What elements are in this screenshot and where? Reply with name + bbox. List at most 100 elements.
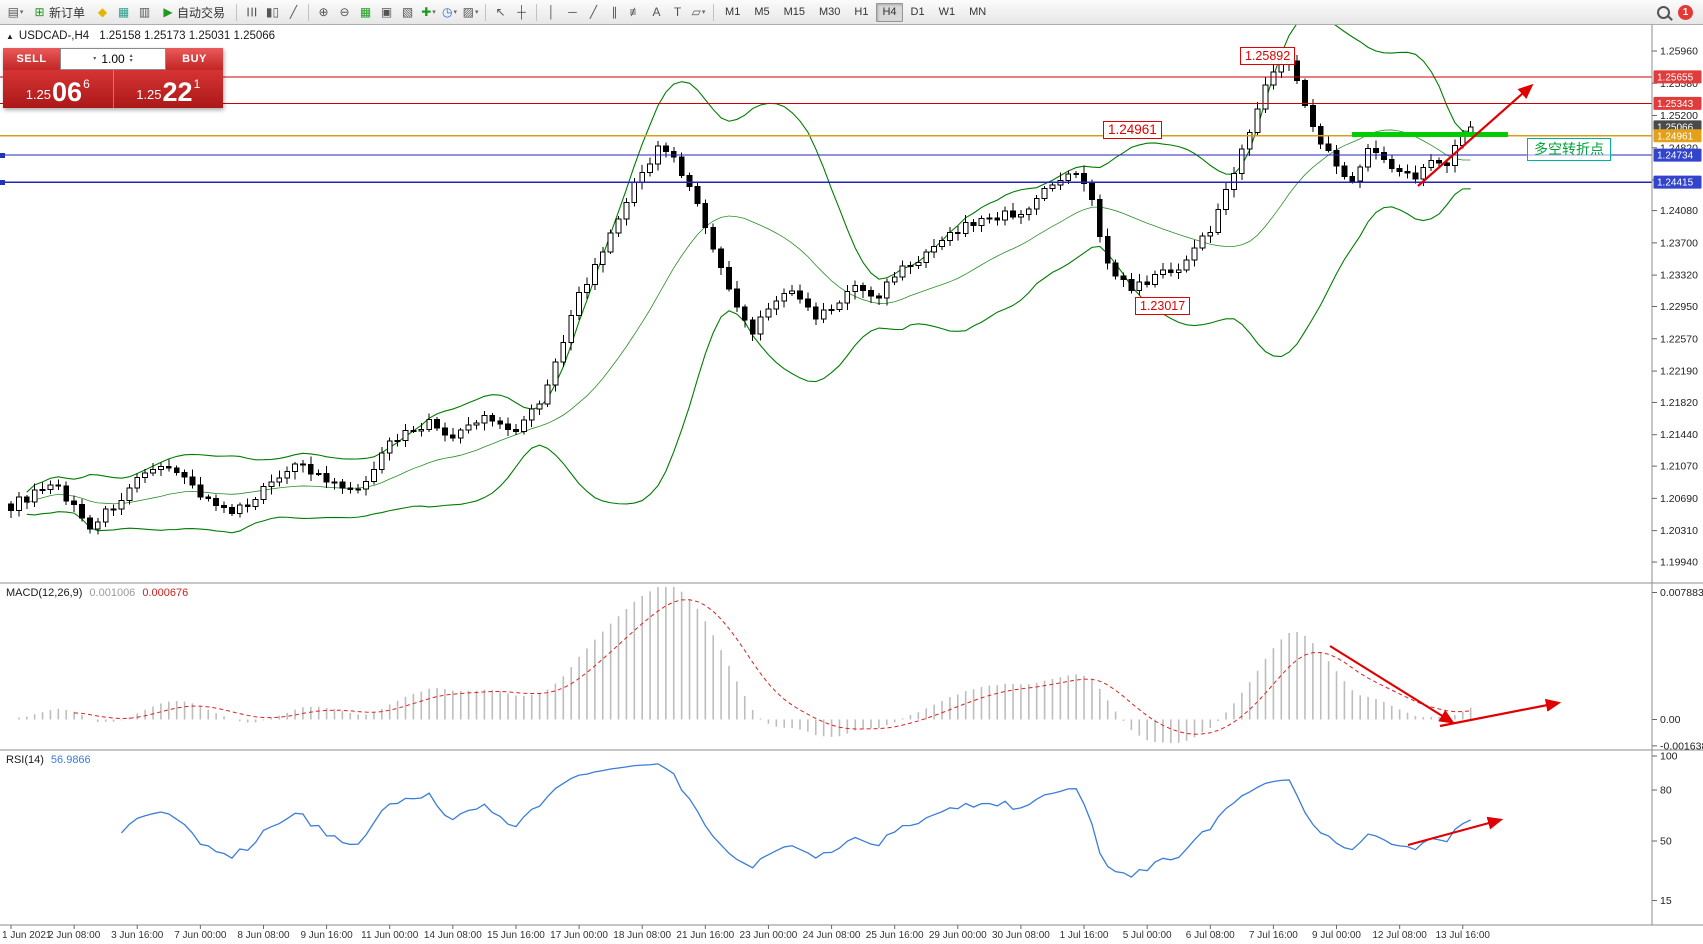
data-window-icon[interactable]: ▥ bbox=[138, 5, 151, 19]
tf-h4-active[interactable]: H4 bbox=[876, 2, 903, 22]
panel-separators bbox=[0, 25, 1703, 926]
shapes-tool-icon[interactable]: ▱ ▾ bbox=[691, 5, 706, 19]
svg-text:7 Jun 00:00: 7 Jun 00:00 bbox=[174, 930, 227, 941]
svg-text:1.24734: 1.24734 bbox=[1657, 151, 1694, 162]
svg-text:2 Jun 08:00: 2 Jun 08:00 bbox=[48, 930, 101, 941]
macd-flat-arrow bbox=[1439, 698, 1562, 728]
lot-dropdown-icon[interactable]: ▾ bbox=[93, 55, 97, 62]
svg-text:14 Jun 08:00: 14 Jun 08:00 bbox=[424, 930, 482, 941]
crosshair-icon[interactable]: ┼ bbox=[517, 5, 526, 19]
tf-m1[interactable]: M1 bbox=[725, 6, 741, 18]
sell-price-big: 06 bbox=[52, 77, 83, 107]
tf-m5[interactable]: M5 bbox=[754, 6, 770, 18]
user-drawings[interactable] bbox=[1329, 83, 1562, 847]
one-click-trading-panel: SELL ▾ 1.00 ▴ ▾ BUY 1.25 06 6 1.25 22 1 bbox=[3, 48, 223, 108]
svg-text:1.25960: 1.25960 bbox=[1660, 46, 1698, 58]
svg-text:1.22190: 1.22190 bbox=[1660, 366, 1698, 378]
svg-text:5 Jul 00:00: 5 Jul 00:00 bbox=[1123, 930, 1172, 941]
macd-header: MACD(12,26,9) 0.001006 0.000676 bbox=[6, 587, 188, 599]
tf-d1[interactable]: D1 bbox=[910, 6, 925, 18]
new-chart-icon[interactable]: ▤ ▾ bbox=[7, 5, 24, 19]
turning-point-note[interactable]: 多空转折点 bbox=[1527, 138, 1611, 161]
chevron-down-icon: ▾ bbox=[474, 9, 479, 16]
tf-mn[interactable]: MN bbox=[969, 6, 987, 18]
svg-text:30 Jun 08:00: 30 Jun 08:00 bbox=[992, 930, 1050, 941]
price-label-mid[interactable]: 1.24961 bbox=[1103, 121, 1162, 139]
macd-layer bbox=[18, 587, 1472, 744]
svg-text:1.22570: 1.22570 bbox=[1660, 333, 1698, 345]
svg-text:0.007883: 0.007883 bbox=[1660, 587, 1703, 599]
svg-text:100: 100 bbox=[1660, 751, 1678, 763]
hline-anchor-marker[interactable] bbox=[0, 180, 5, 185]
lot-spinner-icons[interactable]: ▴ ▾ bbox=[129, 53, 133, 64]
add-indicator-button[interactable]: ✚ ▾ bbox=[421, 5, 436, 19]
trade-top-row: SELL ▾ 1.00 ▴ ▾ BUY bbox=[3, 48, 223, 70]
new-order-button[interactable]: ⊞ 新订单 bbox=[27, 2, 91, 23]
buy-price[interactable]: 1.25 22 1 bbox=[114, 70, 224, 108]
line-chart-icon[interactable]: ╱ bbox=[289, 5, 298, 19]
cursor-icon[interactable]: ↖ bbox=[495, 5, 506, 19]
template-button[interactable]: ▨ ▾ bbox=[462, 5, 479, 19]
hline-anchor-marker[interactable] bbox=[0, 153, 5, 158]
svg-text:1.19940: 1.19940 bbox=[1660, 557, 1698, 569]
horizontal-line-tool-icon[interactable]: ─ bbox=[568, 5, 577, 19]
price-axis[interactable]: 1.259601.255801.252001.248201.244401.240… bbox=[1652, 46, 1703, 908]
chevron-down-icon: ▾ bbox=[19, 9, 24, 16]
tf-m15[interactable]: M15 bbox=[783, 6, 805, 18]
play-icon: ▶ bbox=[163, 5, 173, 19]
price-label-high[interactable]: 1.25892 bbox=[1240, 47, 1296, 65]
lot-size-input[interactable]: ▾ 1.00 ▴ ▾ bbox=[60, 48, 166, 70]
vertical-line-tool-icon[interactable]: │ bbox=[547, 5, 556, 19]
toolbar-separator bbox=[536, 3, 538, 21]
tf-h1[interactable]: H1 bbox=[854, 6, 869, 18]
svg-text:1.21820: 1.21820 bbox=[1660, 397, 1698, 409]
new-order-icon: ⊞ bbox=[34, 5, 45, 19]
timeframe-clock-button[interactable]: ◷ ▾ bbox=[442, 5, 458, 19]
cascade-windows-icon[interactable]: ▧ bbox=[401, 5, 414, 19]
svg-text:17 Jun 00:00: 17 Jun 00:00 bbox=[550, 930, 608, 941]
ohlc-values: 1.25158 1.25173 1.25031 1.25066 bbox=[99, 30, 276, 42]
auto-arrange-icon[interactable]: ▣ bbox=[380, 5, 393, 19]
zoom-out-icon[interactable]: ⊖ bbox=[339, 5, 350, 19]
buy-button[interactable]: BUY bbox=[166, 48, 223, 70]
text-tool-icon[interactable]: A bbox=[652, 5, 661, 19]
sell-button[interactable]: SELL bbox=[3, 48, 60, 70]
search-icon[interactable] bbox=[1657, 5, 1670, 19]
chart-title-bar: ▲ USDCAD-,H4 1.25158 1.25173 1.25031 1.2… bbox=[6, 30, 275, 42]
label-tool-icon[interactable]: T bbox=[673, 5, 682, 19]
macd-title: MACD(12,26,9) bbox=[6, 587, 83, 599]
profile-icon[interactable]: ◆ bbox=[97, 5, 108, 19]
tf-m30[interactable]: M30 bbox=[819, 6, 841, 18]
macd-main-value: 0.001006 bbox=[89, 587, 136, 599]
market-watch-icon[interactable]: ▦ bbox=[117, 5, 130, 19]
fibonacci-tool-icon[interactable]: ≢ bbox=[629, 5, 642, 19]
svg-text:1.25200: 1.25200 bbox=[1660, 110, 1698, 122]
channel-tool-icon[interactable]: ∥ bbox=[611, 5, 618, 19]
notification-badge[interactable]: 1 bbox=[1678, 4, 1693, 20]
svg-text:1 Jul 16:00: 1 Jul 16:00 bbox=[1060, 930, 1109, 941]
toolbar-right-group: 1 bbox=[1657, 4, 1697, 20]
svg-text:50: 50 bbox=[1660, 836, 1672, 848]
trendline-tool-icon[interactable]: ╱ bbox=[589, 5, 598, 19]
svg-text:3 Jun 16:00: 3 Jun 16:00 bbox=[111, 930, 164, 941]
tile-windows-icon[interactable]: ▦ bbox=[359, 5, 372, 19]
price-label-low[interactable]: 1.23017 bbox=[1135, 297, 1191, 315]
sell-price[interactable]: 1.25 06 6 bbox=[3, 70, 113, 108]
bar-chart-icon[interactable]: ☰ bbox=[244, 6, 259, 18]
svg-text:1.20690: 1.20690 bbox=[1660, 493, 1698, 505]
trade-prices-row: 1.25 06 6 1.25 22 1 bbox=[3, 70, 223, 108]
zoom-in-icon[interactable]: ⊕ bbox=[318, 5, 329, 19]
candlestick-chart-icon[interactable]: ▮▯ bbox=[265, 5, 280, 19]
svg-text:1.22950: 1.22950 bbox=[1660, 301, 1698, 313]
svg-text:1.21070: 1.21070 bbox=[1660, 461, 1698, 473]
svg-text:23 Jun 00:00: 23 Jun 00:00 bbox=[740, 930, 798, 941]
svg-text:15: 15 bbox=[1660, 895, 1672, 907]
autotrade-button[interactable]: ▶ 自动交易 bbox=[156, 2, 231, 23]
tf-w1[interactable]: W1 bbox=[938, 6, 956, 18]
trend-arrow-main bbox=[1417, 83, 1534, 187]
svg-text:6 Jul 08:00: 6 Jul 08:00 bbox=[1186, 930, 1235, 941]
horizontal-lines-layer[interactable] bbox=[0, 76, 1652, 183]
collapse-triangle-icon[interactable]: ▲ bbox=[6, 31, 14, 41]
